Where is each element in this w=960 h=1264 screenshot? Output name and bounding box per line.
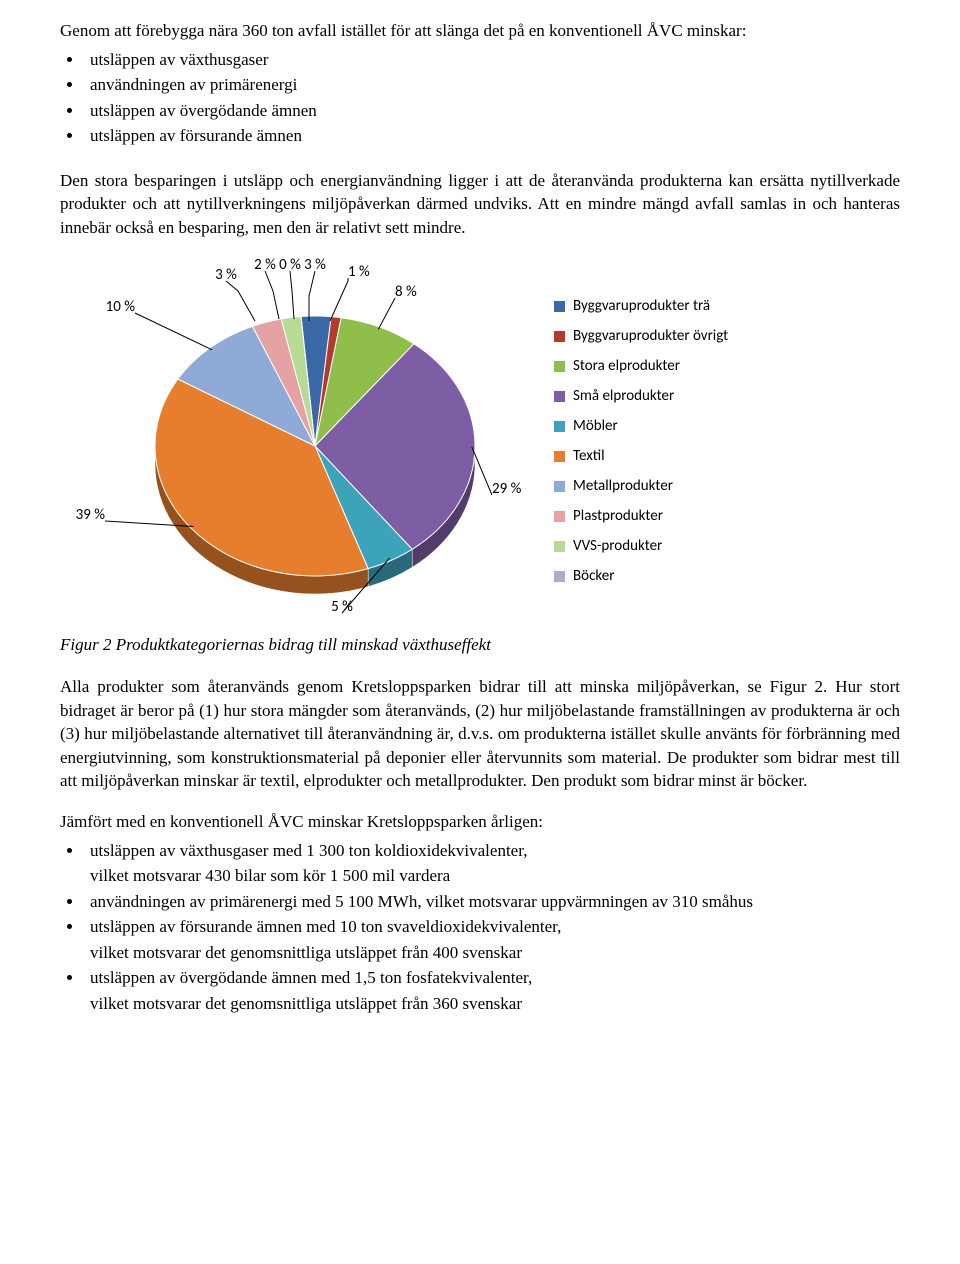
legend-label: Stora elprodukter bbox=[573, 351, 680, 381]
svg-text:2 %: 2 % bbox=[254, 256, 276, 274]
intro-text-2: Jämfört med en konventionell ÅVC minskar… bbox=[60, 811, 900, 834]
legend-label: Möbler bbox=[573, 411, 618, 441]
list-item: utsläppen av försurande ämnen med 10 ton… bbox=[84, 914, 900, 965]
svg-text:39 %: 39 % bbox=[76, 506, 106, 524]
pie-chart-figure: 3 % 1 % 8 % 29 % 5 % 39 % 10 % 3 % 2 %0 % Byggva… bbox=[60, 251, 900, 631]
pie-chart-svg: 3 % 1 % 8 % 29 % 5 % 39 % 10 % 3 % 2 %0 % bbox=[60, 251, 530, 631]
svg-text:8 %: 8 % bbox=[395, 283, 417, 301]
list-item: användningen av primärenergi med 5 100 M… bbox=[84, 889, 900, 915]
legend-swatch bbox=[554, 481, 565, 492]
chart-legend: Byggvaruprodukter träByggvaruprodukter ö… bbox=[554, 291, 728, 591]
list-item: utsläppen av övergödande ämnen med 1,5 t… bbox=[84, 965, 900, 1016]
list-item: användningen av primärenergi bbox=[84, 72, 900, 98]
svg-text:10 %: 10 % bbox=[106, 298, 136, 316]
legend-swatch bbox=[554, 451, 565, 462]
bullet-list-2: utsläppen av växthusgaser med 1 300 ton … bbox=[60, 838, 900, 1017]
legend-label: Metallprodukter bbox=[573, 471, 673, 501]
legend-label: Plastprodukter bbox=[573, 501, 663, 531]
svg-text:1 %: 1 % bbox=[348, 263, 370, 281]
legend-label: VVS-produkter bbox=[573, 531, 662, 561]
svg-text:3 %: 3 % bbox=[215, 266, 237, 284]
legend-item: Möbler bbox=[554, 411, 728, 441]
legend-label: Små elprodukter bbox=[573, 381, 674, 411]
legend-label: Byggvaruprodukter trä bbox=[573, 291, 710, 321]
legend-swatch bbox=[554, 541, 565, 552]
legend-item: Böcker bbox=[554, 561, 728, 591]
svg-text:5 %: 5 % bbox=[331, 598, 353, 616]
svg-text:3 %: 3 % bbox=[304, 256, 326, 274]
legend-swatch bbox=[554, 571, 565, 582]
legend-item: Textil bbox=[554, 441, 728, 471]
document-page: Genom att förebygga nära 360 ton avfall … bbox=[0, 0, 960, 1076]
legend-swatch bbox=[554, 301, 565, 312]
legend-swatch bbox=[554, 421, 565, 432]
legend-item: Metallprodukter bbox=[554, 471, 728, 501]
legend-item: Byggvaruprodukter trä bbox=[554, 291, 728, 321]
list-item: utsläppen av försurande ämnen bbox=[84, 123, 900, 149]
legend-swatch bbox=[554, 331, 565, 342]
list-item: utsläppen av växthusgaser bbox=[84, 47, 900, 73]
legend-label: Byggvaruprodukter övrigt bbox=[573, 321, 728, 351]
figure-caption: Figur 2 Produktkategoriernas bidrag till… bbox=[60, 635, 900, 655]
intro-text: Genom att förebygga nära 360 ton avfall … bbox=[60, 20, 900, 43]
legend-item: Byggvaruprodukter övrigt bbox=[554, 321, 728, 351]
legend-item: Små elprodukter bbox=[554, 381, 728, 411]
legend-label: Textil bbox=[573, 441, 605, 471]
paragraph-1: Den stora besparingen i utsläpp och ener… bbox=[60, 169, 900, 239]
legend-item: VVS-produkter bbox=[554, 531, 728, 561]
svg-text:0 %: 0 % bbox=[279, 256, 301, 274]
list-item: utsläppen av övergödande ämnen bbox=[84, 98, 900, 124]
legend-item: Stora elprodukter bbox=[554, 351, 728, 381]
paragraph-2: Alla produkter som återanvänds genom Kre… bbox=[60, 675, 900, 792]
legend-swatch bbox=[554, 391, 565, 402]
legend-swatch bbox=[554, 511, 565, 522]
legend-label: Böcker bbox=[573, 561, 614, 591]
bullet-list-1: utsläppen av växthusgaser användningen a… bbox=[60, 47, 900, 149]
legend-swatch bbox=[554, 361, 565, 372]
svg-text:29 %: 29 % bbox=[492, 480, 522, 498]
list-item: utsläppen av växthusgaser med 1 300 ton … bbox=[84, 838, 900, 889]
legend-item: Plastprodukter bbox=[554, 501, 728, 531]
